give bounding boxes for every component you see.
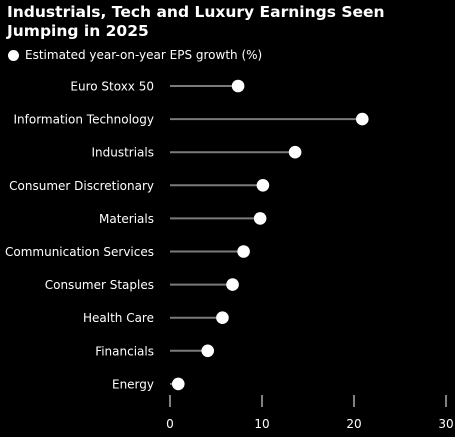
dot-3 (256, 179, 270, 192)
category-label-2: Industrials (91, 146, 154, 160)
legend: Estimated year-on-year EPS growth (%) (8, 47, 262, 63)
dot-9 (171, 377, 185, 391)
dot-7 (216, 311, 229, 325)
x-tick-label-2: 20 (346, 417, 361, 431)
dot-6 (226, 278, 239, 291)
category-labels: Euro Stoxx 50 Information Technology Indus… (5, 80, 154, 392)
x-axis: 0 10 20 30 (166, 417, 453, 431)
chart-title: Industrials, Tech and Luxury Earnings Se… (7, 3, 385, 40)
category-label-9: Energy (112, 377, 154, 391)
category-label-1: Information Technology (14, 113, 155, 127)
dot-2 (288, 145, 302, 159)
category-label-6: Consumer Staples (45, 278, 154, 292)
legend-label: Estimated year-on-year EPS growth (%) (25, 48, 263, 62)
category-label-7: Health Care (83, 311, 154, 325)
dot-8 (201, 344, 215, 358)
category-label-4: Materials (99, 212, 154, 226)
dot-0 (231, 79, 245, 93)
category-label-8: Financials (95, 344, 154, 358)
category-label-5: Communication Services (5, 245, 154, 259)
x-tick-label-0: 0 (166, 417, 174, 431)
x-tick-label-3: 30 (438, 417, 453, 431)
x-tick-label-1: 10 (254, 417, 269, 431)
category-label-0: Euro Stoxx 50 (70, 80, 154, 94)
dots (171, 79, 369, 391)
dot-4 (253, 212, 267, 225)
stems (170, 85, 363, 385)
gridlines (169, 395, 447, 407)
dot-5 (237, 245, 250, 258)
dot-1 (355, 112, 369, 126)
category-label-3: Consumer Discretionary (9, 179, 154, 193)
legend-marker (8, 49, 19, 61)
